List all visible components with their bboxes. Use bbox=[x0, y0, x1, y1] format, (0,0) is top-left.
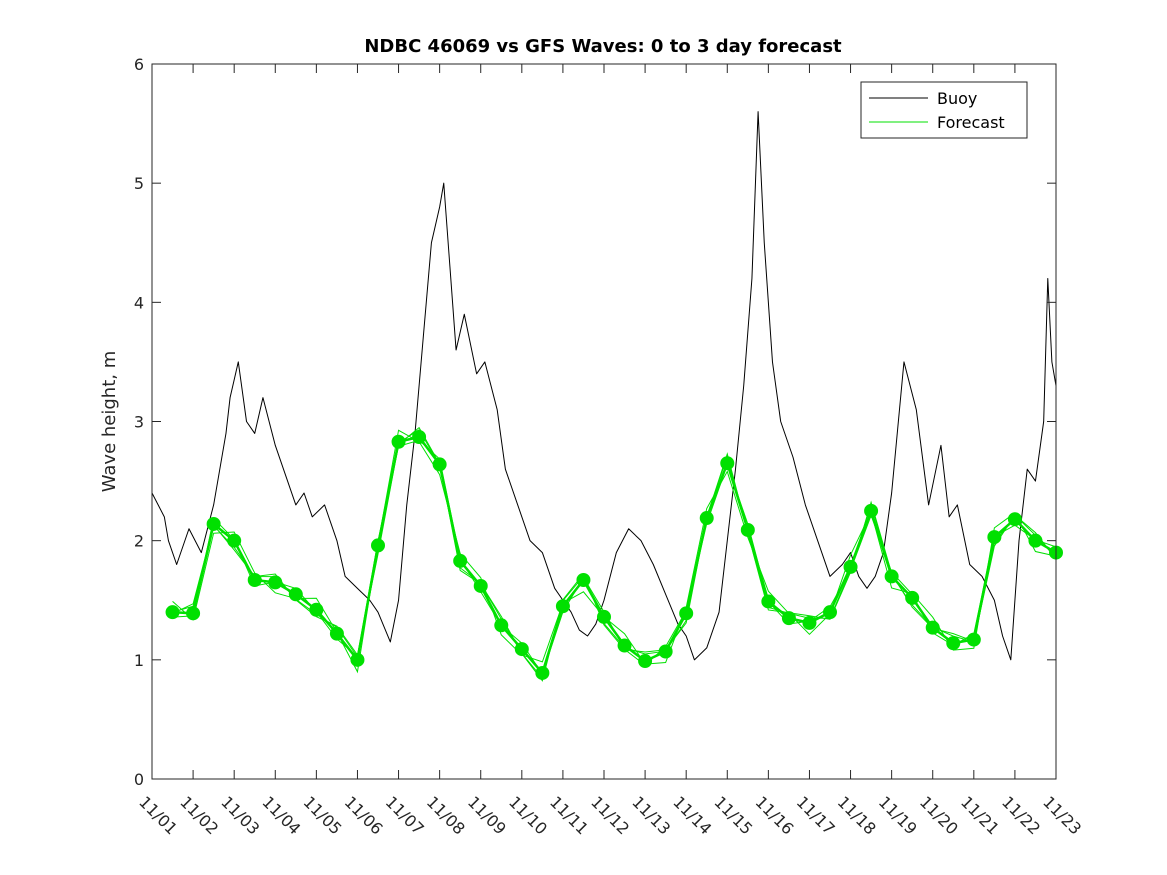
forecast-point bbox=[761, 594, 776, 609]
forecast-point bbox=[555, 599, 570, 614]
forecast-point bbox=[165, 605, 180, 620]
forecast-point bbox=[617, 638, 632, 653]
forecast-point bbox=[740, 522, 755, 537]
forecast-point bbox=[371, 538, 385, 553]
forecast-point bbox=[186, 606, 201, 621]
forecast-point bbox=[432, 457, 447, 472]
forecast-point bbox=[658, 644, 673, 659]
forecast-point bbox=[247, 572, 262, 587]
forecast-point bbox=[864, 503, 879, 518]
chart-title: NDBC 46069 vs GFS Waves: 0 to 3 day fore… bbox=[364, 36, 842, 57]
forecast-point bbox=[514, 642, 529, 657]
forecast-point bbox=[268, 575, 283, 590]
forecast-point bbox=[884, 569, 899, 584]
legend: Buoy Forecast bbox=[860, 81, 1028, 139]
legend-buoy-label: Buoy bbox=[937, 89, 977, 108]
forecast-point bbox=[206, 516, 221, 531]
forecast-point bbox=[679, 606, 694, 621]
y-axis: 0 1 2 3 4 5 6 bbox=[134, 55, 1056, 789]
forecast-point bbox=[843, 559, 858, 574]
plot-area bbox=[151, 111, 1063, 682]
forecast-point bbox=[473, 578, 488, 593]
forecast-point bbox=[905, 590, 920, 605]
forecast-point bbox=[329, 626, 344, 641]
forecast-point bbox=[1007, 512, 1022, 527]
forecast-point bbox=[987, 530, 1002, 545]
forecast-point bbox=[412, 429, 427, 444]
y-tick-label: 5 bbox=[134, 174, 144, 193]
forecast-point bbox=[597, 609, 611, 624]
legend-forecast-label: Forecast bbox=[937, 113, 1005, 132]
forecast-point bbox=[535, 665, 550, 680]
forecast-point bbox=[966, 632, 981, 647]
forecast-point bbox=[802, 615, 817, 630]
forecast-point bbox=[946, 636, 961, 651]
y-tick-label: 4 bbox=[134, 293, 144, 312]
forecast-point bbox=[227, 533, 242, 548]
forecast-point bbox=[494, 618, 509, 633]
forecast-point bbox=[453, 553, 468, 568]
forecast-point bbox=[638, 654, 653, 669]
forecast-point bbox=[720, 456, 735, 471]
forecast-point bbox=[350, 652, 365, 667]
forecast-point bbox=[781, 611, 796, 626]
y-tick-label: 3 bbox=[134, 413, 144, 432]
forecast-point bbox=[925, 620, 940, 635]
y-tick-label: 0 bbox=[134, 770, 144, 789]
y-axis-label: Wave height, m bbox=[99, 351, 120, 492]
forecast-point bbox=[391, 434, 406, 449]
y-tick-label: 6 bbox=[134, 55, 144, 74]
forecast-point bbox=[699, 511, 714, 526]
y-tick-label: 2 bbox=[134, 532, 144, 551]
forecast-point bbox=[1028, 533, 1043, 548]
legend-box bbox=[860, 81, 1028, 139]
forecast-point bbox=[288, 587, 303, 602]
y-tick-label: 1 bbox=[134, 651, 144, 670]
forecast-point bbox=[823, 605, 837, 620]
forecast-point bbox=[309, 602, 324, 617]
forecast-point bbox=[576, 572, 591, 587]
